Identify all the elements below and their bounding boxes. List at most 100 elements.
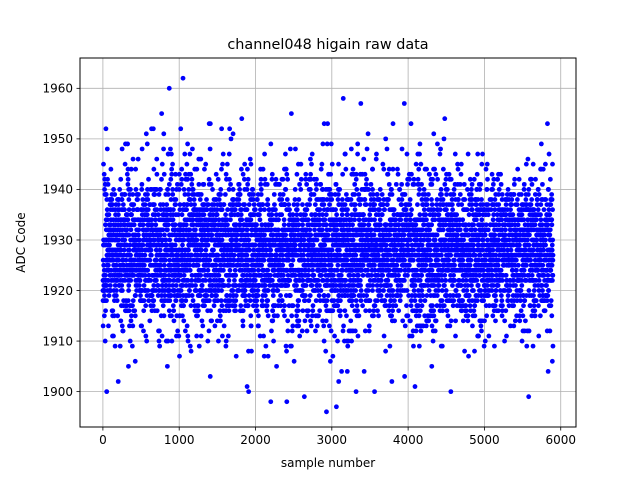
data-point [404,303,409,309]
data-point [125,141,131,147]
data-point [445,313,451,319]
data-point [182,328,188,334]
data-point [418,298,424,304]
data-point [170,161,175,167]
data-point [167,278,173,283]
data-point [327,202,332,207]
data-point [313,328,318,334]
data-point [429,197,434,202]
data-point [417,278,423,283]
data-point [244,252,250,258]
data-point [179,298,185,304]
data-point [405,242,411,248]
data-point [305,272,311,278]
data-point [238,303,244,309]
data-point [441,136,447,142]
data-point [164,202,170,207]
data-point [261,257,267,263]
data-point [335,338,340,344]
data-point [270,232,276,238]
data-point [271,267,277,273]
data-point [213,217,219,223]
data-point [109,197,115,202]
data-point [259,272,264,278]
data-point [293,146,298,152]
data-point [205,237,210,243]
data-point [141,328,146,334]
data-point [374,298,380,304]
data-point [128,318,134,324]
data-point [343,192,349,197]
data-point [426,318,432,324]
data-point [449,202,455,207]
data-point [286,202,292,207]
data-point [430,338,436,344]
data-point [355,141,361,147]
data-point [355,308,360,314]
data-point [303,283,309,288]
data-point [436,212,442,218]
data-point [130,303,135,309]
data-point [461,181,467,187]
data-point [325,293,331,298]
data-point [227,126,233,132]
data-point [214,293,219,298]
data-point [166,283,172,288]
data-point [181,303,186,309]
data-point [386,181,392,187]
data-point [244,227,250,233]
data-point [131,222,137,228]
data-point [413,161,419,167]
data-point [426,288,432,293]
data-point [223,171,229,177]
data-point [351,293,357,298]
data-point [365,288,371,293]
data-point [358,288,364,293]
data-point [201,212,207,218]
data-point [472,313,478,319]
data-point [431,313,437,319]
data-point [363,202,369,207]
data-point [111,333,116,339]
data-point [353,298,359,304]
data-point [452,262,457,268]
data-point [392,298,397,304]
data-point [170,283,176,288]
data-point [399,181,405,187]
data-point [383,136,389,142]
data-point [217,313,223,319]
data-point [236,242,242,248]
data-point [383,242,389,248]
data-point [370,283,376,288]
data-point [124,227,130,233]
data-point [264,181,270,187]
data-point [117,187,123,192]
data-point [413,222,419,228]
data-point [343,166,349,172]
data-point [148,278,153,283]
data-point [444,308,450,314]
data-point [199,283,205,288]
data-point [114,298,120,304]
data-point [254,197,260,202]
data-point [280,262,286,268]
data-point [152,217,158,223]
data-point [416,343,422,349]
data-point [233,353,239,359]
data-point [223,212,228,218]
data-point [238,212,244,218]
data-point [126,363,131,369]
data-point [194,166,200,172]
data-point [372,202,378,207]
data-point [294,313,299,319]
data-point [429,222,435,228]
data-point [113,262,119,268]
data-point [452,278,458,283]
data-point [466,353,471,359]
data-point [478,323,484,329]
data-point [248,161,254,167]
data-point [162,257,168,263]
data-point [206,298,212,304]
data-point [305,308,311,314]
